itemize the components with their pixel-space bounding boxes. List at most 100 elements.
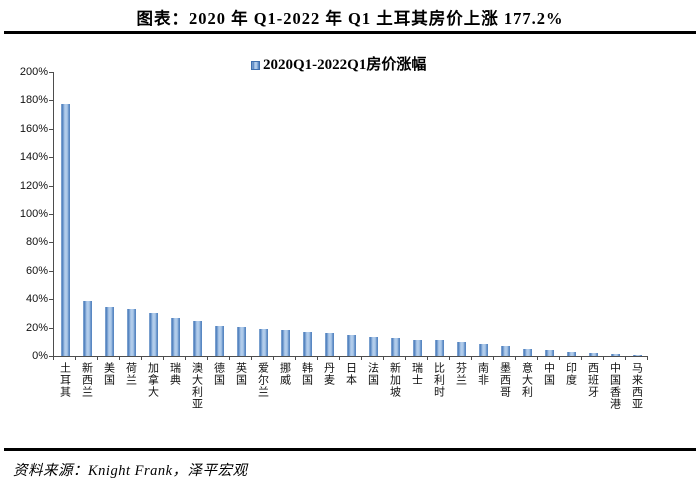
x-axis-label: 澳大利亚 — [190, 362, 203, 410]
x-axis-tick — [427, 357, 428, 360]
x-axis-tick — [75, 357, 76, 360]
x-axis-label: 日本 — [344, 362, 357, 386]
bar — [478, 344, 488, 356]
bar — [302, 332, 312, 356]
y-axis-tick — [49, 327, 53, 329]
x-axis-tick — [339, 357, 340, 360]
x-axis-label: 美国 — [102, 362, 115, 386]
y-axis-tick-label: 0% — [32, 350, 48, 362]
y-axis-tick — [49, 299, 53, 301]
bar — [544, 350, 554, 356]
x-axis-label: 比利时 — [432, 362, 445, 398]
y-axis-tick-label: 60% — [25, 264, 48, 277]
bar — [214, 326, 224, 356]
x-axis-tick — [537, 357, 538, 360]
x-axis-label: 新加坡 — [388, 362, 401, 398]
x-axis-tick — [251, 357, 252, 360]
bar — [610, 354, 620, 356]
x-axis-tick — [361, 357, 362, 360]
bar — [500, 346, 510, 356]
x-axis-tick — [119, 357, 120, 360]
bottom-divider-line — [4, 448, 696, 451]
bar — [390, 338, 400, 356]
x-axis-label: 英国 — [234, 362, 247, 386]
bar — [126, 309, 136, 356]
x-axis-label: 新西兰 — [80, 362, 93, 398]
bar — [324, 333, 334, 356]
x-axis-label: 瑞士 — [410, 362, 423, 386]
bar — [148, 313, 158, 356]
x-axis-label: 南非 — [476, 362, 489, 386]
x-axis-tick — [559, 357, 560, 360]
x-axis-label: 爱尔兰 — [256, 362, 269, 398]
x-axis-tick — [295, 357, 296, 360]
x-axis-tick — [625, 357, 626, 360]
chart-legend: 2020Q1-2022Q1房价涨幅 — [251, 58, 426, 73]
top-divider-line — [4, 31, 696, 34]
y-axis-tick-label: 80% — [25, 236, 48, 249]
y-axis-tick — [49, 185, 53, 187]
chart-title: 图表：2020 年 Q1-2022 年 Q1 土耳其房价上涨 177.2% — [136, 9, 564, 28]
x-axis-label: 西班牙 — [586, 362, 599, 398]
x-axis-tick — [405, 357, 406, 360]
y-axis-tick — [49, 270, 53, 272]
y-axis-tick — [49, 100, 53, 102]
y-axis-tick — [49, 356, 53, 357]
x-axis-tick — [515, 357, 516, 360]
y-axis-tick-label: 40% — [25, 293, 48, 306]
x-axis-label: 意大利 — [520, 362, 533, 398]
x-axis-tick — [493, 357, 494, 360]
y-axis-tick-label: 140% — [19, 151, 48, 164]
bar — [456, 342, 466, 356]
bar — [632, 355, 642, 356]
y-axis-tick-label: 200% — [19, 66, 48, 78]
x-axis-label: 挪威 — [278, 362, 291, 386]
bar — [280, 330, 290, 356]
x-axis-tick — [317, 357, 318, 360]
source-note: 资料来源：Knight Frank，泽平宏观 — [13, 463, 248, 479]
x-axis-label: 墨西哥 — [498, 362, 511, 398]
x-axis-tick — [449, 357, 450, 360]
bar — [588, 353, 598, 356]
x-axis-tick — [647, 357, 648, 360]
bar — [60, 104, 70, 356]
bar — [434, 340, 444, 356]
bar — [82, 301, 92, 356]
x-axis-label: 芬兰 — [454, 362, 467, 386]
y-axis-tick — [49, 214, 53, 215]
x-axis-tick — [581, 357, 582, 360]
x-axis-tick — [141, 357, 142, 360]
x-axis-label: 瑞典 — [168, 362, 181, 386]
x-axis-label: 印度 — [564, 362, 577, 386]
legend-label: 2020Q1-2022Q1房价涨幅 — [263, 57, 427, 73]
x-axis-label: 德国 — [212, 362, 225, 386]
x-axis-tick — [273, 357, 274, 360]
x-axis-label: 中国 — [542, 362, 555, 386]
x-axis-tick — [383, 357, 384, 360]
bar — [258, 329, 268, 356]
x-axis-label: 韩国 — [300, 362, 313, 386]
x-axis-tick — [53, 357, 54, 360]
x-axis-label: 土耳其 — [58, 362, 71, 398]
bar — [412, 340, 422, 356]
y-axis-tick — [49, 242, 53, 244]
x-axis-tick — [163, 357, 164, 360]
legend-swatch-icon — [251, 61, 260, 70]
x-axis-tick — [471, 357, 472, 360]
y-axis-tick — [49, 128, 53, 130]
x-axis-line — [53, 356, 648, 357]
bar — [566, 352, 576, 356]
bar — [170, 318, 180, 356]
y-axis-tick-label: 100% — [19, 208, 48, 220]
y-axis-tick-label: 180% — [19, 94, 48, 107]
x-axis-label: 马来西亚 — [630, 362, 643, 410]
y-axis-tick-label: 120% — [19, 179, 48, 192]
bar — [236, 327, 246, 356]
y-axis-line — [53, 72, 54, 357]
bar — [346, 335, 356, 356]
x-axis-tick — [207, 357, 208, 360]
bar — [368, 337, 378, 356]
x-axis-tick — [603, 357, 604, 360]
y-axis-tick-label: 160% — [19, 122, 48, 135]
bar — [104, 307, 114, 356]
